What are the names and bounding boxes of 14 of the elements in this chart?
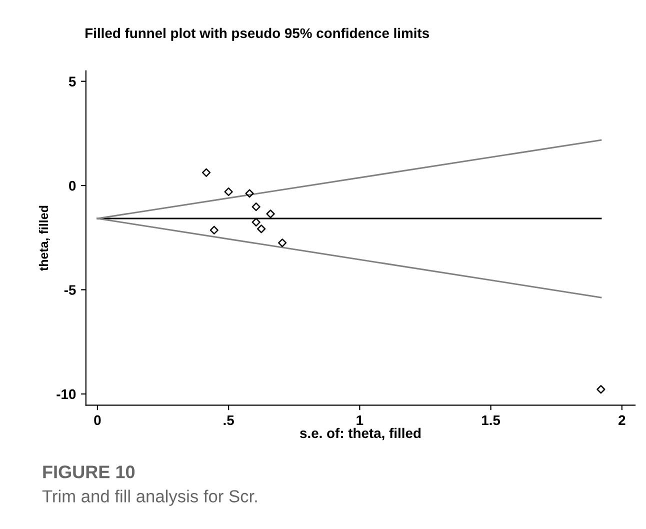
y-axis-title: theta, filled — [38, 206, 50, 271]
x-axis-title: s.e. of: theta, filled — [300, 428, 421, 440]
x-tick-label: 1 — [356, 415, 364, 425]
x-tick-label: 1.5 — [482, 415, 500, 426]
y-tick-label: -10 — [56, 389, 76, 400]
y-tick-label: 5 — [68, 76, 76, 86]
chart-title: Filled funnel plot with pseudo 95% confidence limits — [86, 28, 429, 41]
x-tick-label: 2 — [618, 415, 626, 425]
x-tick-label: .5 — [224, 415, 234, 426]
text: Trim and fill analysis for Scr. — [42, 490, 257, 506]
y-tick-label: 0 — [69, 180, 76, 191]
x-tick-label: 0 — [94, 415, 101, 426]
y-tick-label: -5 — [64, 285, 76, 295]
caption: FIGURE 10 — [43, 466, 135, 478]
